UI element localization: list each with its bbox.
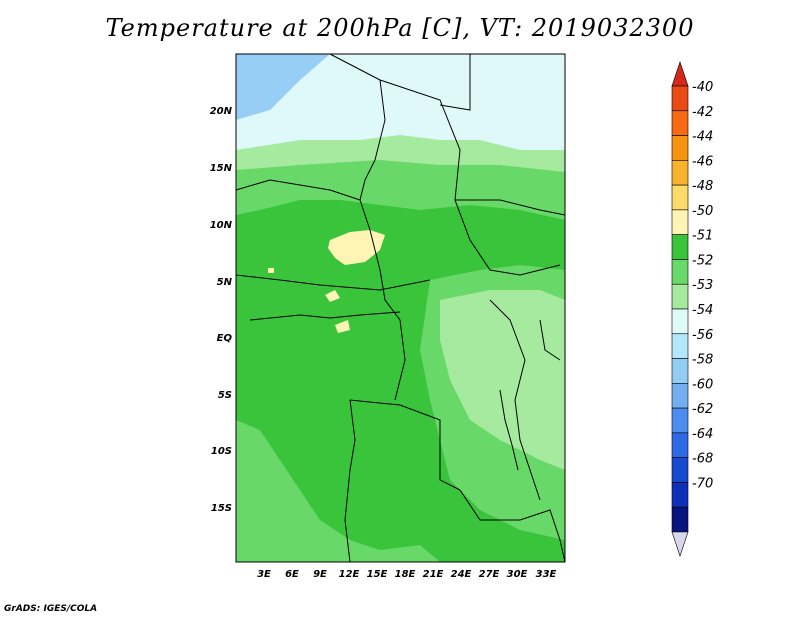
colorbar-label: -58 [692, 353, 713, 368]
lon-tick-label: 30E [507, 569, 528, 580]
lon-tick-label: 33E [536, 569, 557, 580]
colorbar-label: -44 [692, 130, 713, 145]
colorbar-label: -50 [692, 204, 713, 219]
lon-tick-label: 21E [423, 569, 444, 580]
map-title: Temperature at 200hPa [C], VT: 201903230… [105, 14, 695, 42]
colorbar-segment [671, 283, 689, 310]
colorbar-segment [671, 482, 689, 508]
colorbar-segment [671, 85, 689, 112]
colorbar-segment [671, 209, 689, 235]
colorbar-segment [671, 61, 689, 87]
latitude-axis: 20N 15N 10N 5N EQ 5S 10S 15S [210, 106, 233, 514]
colorbar-segment [671, 432, 689, 458]
colorbar [671, 61, 689, 557]
colorbar-segment [671, 234, 689, 260]
colorbar-segment [671, 259, 689, 285]
lat-tick-label: 5S [218, 390, 232, 401]
lat-tick-label: EQ [217, 333, 233, 344]
map-panel [236, 54, 565, 562]
country-borders [235, 53, 566, 563]
colorbar-segment [671, 333, 689, 359]
colorbar-label: -68 [692, 452, 713, 467]
lon-tick-label: 18E [395, 569, 416, 580]
colorbar-segment [671, 457, 689, 483]
lat-tick-label: 10S [211, 446, 232, 457]
colorbar-label: -46 [692, 154, 713, 169]
colorbar-labels: -40 -42 -44 -46 -48 -50 -51 -52 -53 -54 -56 -58 -60 -… [692, 80, 713, 491]
lat-tick-label: 15N [210, 163, 233, 174]
longitude-axis: 3E 6E 9E 12E 15E 18E 21E 24E 27E 30E 33E [257, 569, 556, 580]
lon-tick-label: 3E [257, 569, 271, 580]
colorbar-segment [671, 407, 689, 434]
colorbar-segment [671, 135, 689, 161]
colorbar-label: -42 [692, 105, 713, 120]
lat-tick-label: 20N [210, 106, 233, 117]
colorbar-segment [671, 506, 689, 533]
map-frame [235, 53, 566, 563]
lat-tick-label: 10N [210, 220, 233, 231]
colorbar-label: -60 [692, 377, 713, 392]
colorbar-segment [671, 184, 689, 211]
colorbar-label: -40 [692, 80, 713, 95]
colorbar-segment [671, 110, 689, 136]
lon-tick-label: 6E [285, 569, 299, 580]
lat-tick-label: 5N [217, 277, 233, 288]
lon-tick-label: 24E [451, 569, 472, 580]
colorbar-segment [671, 160, 689, 186]
colorbar-label: -62 [692, 402, 713, 417]
colorbar-label: -53 [692, 278, 713, 293]
colorbar-label: -51 [692, 229, 713, 244]
colorbar-segment [671, 531, 689, 557]
colorbar-segment [671, 358, 689, 384]
colorbar-label: -54 [692, 303, 713, 318]
colorbar-label: -70 [692, 476, 713, 491]
colorbar-label: -56 [692, 328, 713, 343]
lon-tick-label: 15E [367, 569, 388, 580]
colorbar-label: -52 [692, 253, 713, 268]
colorbar-segment [671, 308, 689, 335]
footer-credit: GrADS: IGES/COLA [4, 604, 98, 614]
lon-tick-label: 27E [479, 569, 500, 580]
lon-tick-label: 9E [313, 569, 327, 580]
colorbar-label: -48 [692, 179, 713, 194]
colorbar-segment [671, 383, 689, 409]
colorbar-label: -64 [692, 427, 713, 442]
lon-tick-label: 12E [339, 569, 360, 580]
lat-tick-label: 15S [211, 503, 232, 514]
